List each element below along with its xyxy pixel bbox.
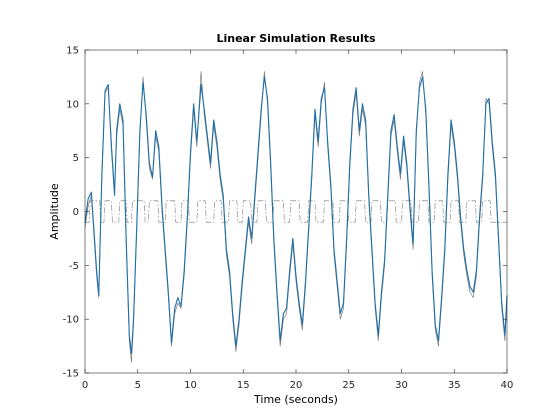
chart-title: Linear Simulation Results <box>216 32 376 45</box>
y-axis-label: Amplitude <box>48 183 61 240</box>
series-line-input <box>85 200 507 223</box>
x-tick-label: 20 <box>290 380 303 391</box>
x-tick-label: 10 <box>184 380 197 391</box>
y-tick-label: 0 <box>73 207 79 218</box>
y-tick-label: -5 <box>69 261 79 272</box>
x-tick-label: 0 <box>82 380 88 391</box>
x-tick-label: 25 <box>342 380 355 391</box>
x-tick-label: 40 <box>501 380 514 391</box>
y-tick-label: 10 <box>66 99 79 110</box>
x-tick-label: 35 <box>448 380 461 391</box>
plot-area <box>85 50 507 373</box>
x-tick-label: 30 <box>395 380 408 391</box>
y-tick-label: 5 <box>73 153 79 164</box>
x-tick-label: 5 <box>135 380 141 391</box>
x-tick-label: 15 <box>237 380 250 391</box>
y-tick-label: -15 <box>63 369 79 380</box>
y-tick-label: 15 <box>66 46 79 57</box>
series-line-response <box>84 76 508 355</box>
x-axis-label: Time (seconds) <box>253 393 338 406</box>
series-layer <box>84 71 508 363</box>
tick-layer: 0 5 10 15 20 25 30 35 40 -15 -10 -5 0 5 10 15 <box>63 46 514 392</box>
y-tick-label: -10 <box>63 315 79 326</box>
